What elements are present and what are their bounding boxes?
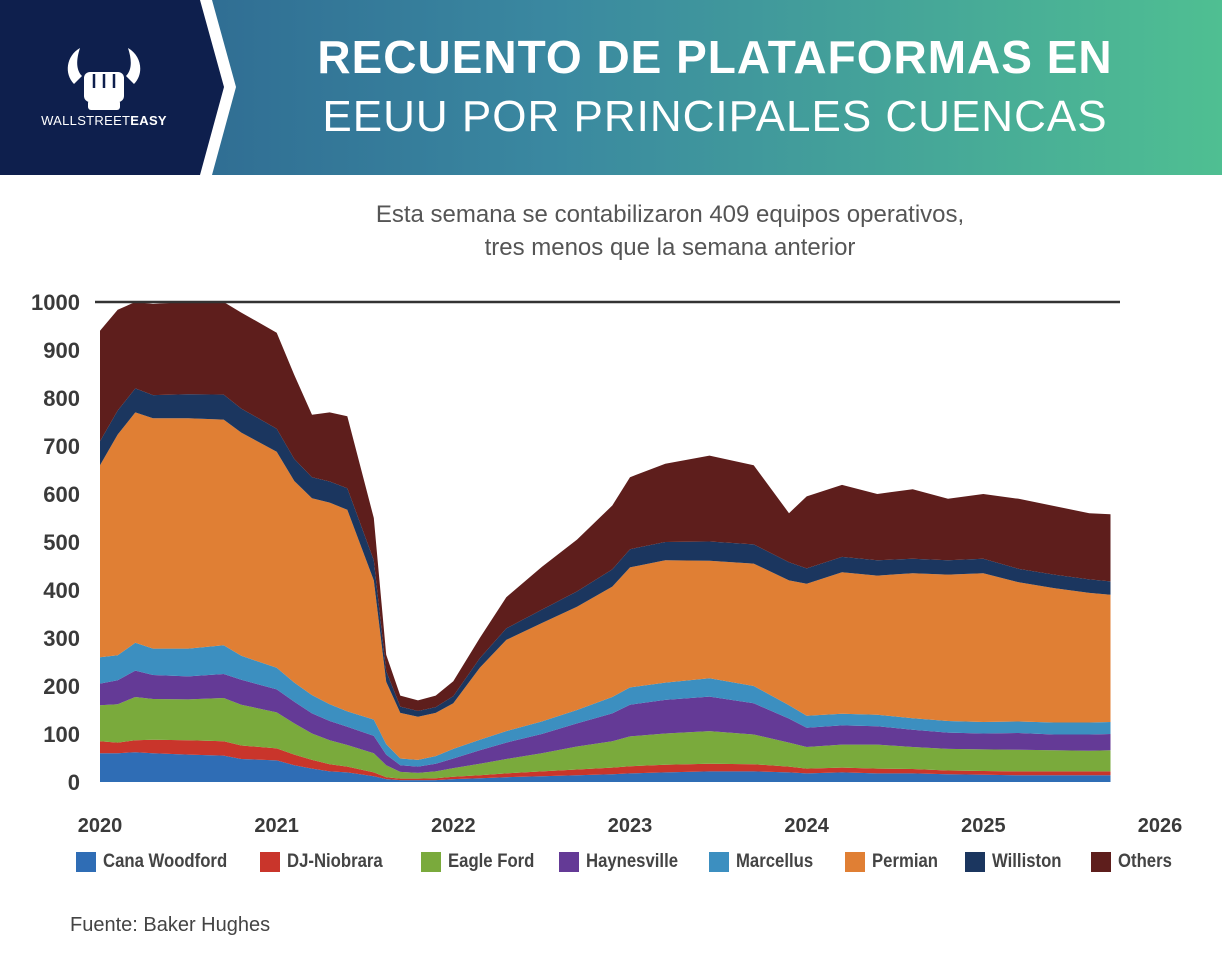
y-tick-label: 700 (43, 434, 80, 459)
source-note: Fuente: Baker Hughes (70, 914, 271, 936)
y-tick-label: 1000 (31, 290, 80, 315)
legend-swatch (559, 852, 579, 872)
legend-label: Haynesville (586, 851, 679, 872)
y-tick-label: 300 (43, 626, 80, 651)
y-tick-label: 200 (43, 674, 80, 699)
title-line-1: RECUENTO DE PLATAFORMAS EN (317, 31, 1113, 83)
legend-swatch (1091, 852, 1111, 872)
x-tick-label: 2023 (608, 815, 653, 837)
legend-swatch (965, 852, 985, 872)
y-tick-label: 600 (43, 482, 80, 507)
x-tick-label: 2022 (431, 815, 476, 837)
x-tick-label: 2025 (961, 815, 1006, 837)
area-permian (100, 412, 1111, 760)
title-line-2: EEUU POR PRINCIPALES CUENCAS (322, 92, 1108, 141)
header-banner: WALLSTREETEASY RECUENTO DE PLATAFORMAS E… (0, 0, 1222, 175)
bull-fist-icon (67, 48, 141, 110)
legend-label: Cana Woodford (103, 851, 228, 872)
area-dj-niobrara (100, 739, 1111, 781)
y-tick-label: 900 (43, 338, 80, 363)
logo-panel (0, 0, 236, 175)
x-axis-ticks: 2020 2021 2022 2023 2024 2025 2026 (78, 815, 1183, 837)
area-marcellus (100, 642, 1111, 767)
chart-legend: Cana Woodford DJ-Niobrara Eagle Ford Haynes… (76, 850, 1206, 874)
y-tick-label: 500 (43, 530, 80, 555)
x-tick-label: 2026 (1138, 815, 1183, 837)
subtitle-line-1: Esta semana se contabilizaron 409 equipo… (375, 201, 965, 228)
y-tick-label: 800 (43, 386, 80, 411)
legend-label: Eagle Ford (448, 851, 535, 872)
chart-areas (100, 302, 1111, 782)
legend-swatch (76, 852, 96, 872)
subtitle-line-2: tres menos que la semana anterior (484, 234, 856, 261)
legend-swatch (709, 852, 729, 872)
area-eagle-ford (100, 697, 1111, 779)
y-tick-label: 400 (43, 578, 80, 603)
x-tick-label: 2020 (78, 815, 123, 837)
legend-label: DJ-Niobrara (287, 851, 383, 872)
legend-label: Others (1118, 851, 1172, 872)
brand-name: WALLSTREETEASY (41, 113, 167, 128)
y-axis-ticks: 0 100 200 300 400 500 600 700 800 900 1000 (31, 290, 80, 795)
x-tick-label: 2024 (784, 815, 829, 837)
y-tick-label: 100 (43, 722, 80, 747)
legend-label: Williston (992, 851, 1062, 872)
area-haynesville (100, 670, 1111, 773)
x-tick-label: 2021 (254, 815, 299, 837)
legend-swatch (421, 852, 441, 872)
legend-label: Permian (872, 851, 938, 872)
area-others (100, 302, 1111, 711)
legend-label: Marcellus (736, 851, 814, 872)
legend-swatch (845, 852, 865, 872)
y-tick-label: 0 (68, 770, 80, 795)
chart-subtitle: Esta semana se contabilizaron 409 equipo… (150, 198, 1190, 264)
legend-swatch (260, 852, 280, 872)
area-cana-woodford (100, 752, 1111, 782)
